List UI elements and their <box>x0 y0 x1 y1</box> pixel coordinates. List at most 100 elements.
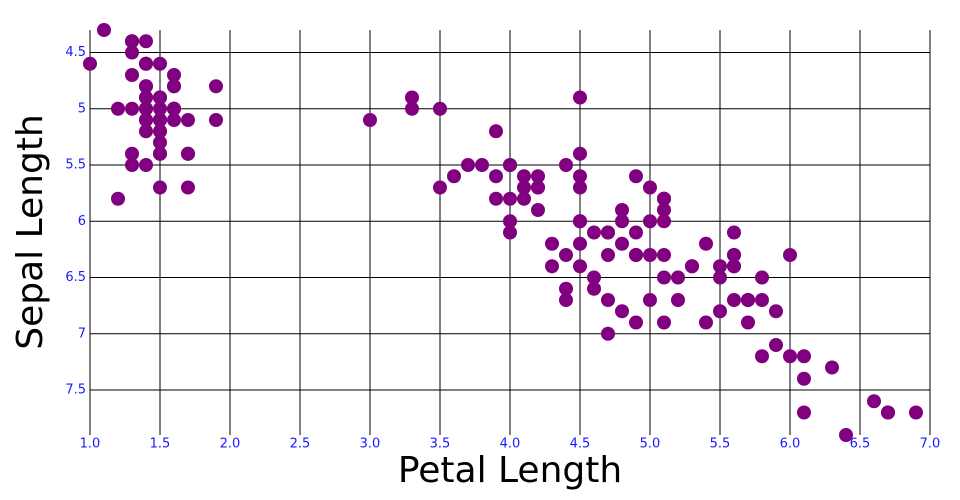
point <box>657 248 671 262</box>
point <box>629 315 643 330</box>
point <box>111 101 125 116</box>
point <box>573 259 587 274</box>
point <box>573 180 587 195</box>
point <box>139 158 153 172</box>
point <box>587 270 601 285</box>
point <box>573 146 587 161</box>
x-tick-label: 5.0 <box>640 437 661 452</box>
point <box>727 225 741 240</box>
point <box>139 90 153 105</box>
point <box>713 304 727 319</box>
point <box>139 56 153 71</box>
point <box>615 236 629 251</box>
x-tick-label: 2.0 <box>220 437 241 452</box>
point <box>825 360 839 375</box>
point <box>755 293 769 307</box>
point <box>601 293 615 307</box>
point <box>167 79 181 94</box>
point <box>657 214 671 229</box>
point <box>363 113 377 127</box>
point <box>629 225 643 240</box>
point <box>783 349 797 364</box>
y-tick-label: 6.5 <box>65 270 86 285</box>
point <box>153 56 167 71</box>
point <box>517 169 531 184</box>
y-tick-label: 7 <box>78 326 86 341</box>
point <box>531 180 545 195</box>
point <box>657 270 671 285</box>
point <box>559 248 573 262</box>
point <box>769 304 783 319</box>
point <box>139 101 153 116</box>
point <box>741 293 755 307</box>
point <box>867 394 881 409</box>
point <box>797 405 811 420</box>
point <box>573 90 587 105</box>
point <box>741 315 755 330</box>
point <box>839 428 853 442</box>
point <box>643 293 657 307</box>
point <box>517 180 531 195</box>
point <box>433 101 447 116</box>
point <box>139 34 153 49</box>
point <box>111 191 125 206</box>
point <box>405 90 419 105</box>
point <box>587 225 601 240</box>
x-tick-label: 1.5 <box>150 437 171 452</box>
x-axis-title: Petal Length <box>398 450 622 491</box>
point <box>643 214 657 229</box>
x-tick-label: 6.5 <box>850 437 871 452</box>
point <box>125 45 139 60</box>
point <box>797 349 811 364</box>
x-tick-label: 3.5 <box>430 437 451 452</box>
point <box>657 315 671 330</box>
point <box>167 113 181 127</box>
y-tick-label: 5 <box>78 101 86 116</box>
point <box>545 236 559 251</box>
point <box>671 293 685 307</box>
point <box>629 169 643 184</box>
point <box>209 79 223 94</box>
point <box>167 101 181 116</box>
point <box>153 90 167 105</box>
point <box>153 146 167 161</box>
y-tick-label: 4.5 <box>65 45 86 60</box>
point <box>461 158 475 172</box>
y-tick-label: 7.5 <box>65 383 86 398</box>
point <box>83 56 97 71</box>
point <box>153 180 167 195</box>
point <box>139 124 153 139</box>
point <box>629 248 643 262</box>
point <box>755 270 769 285</box>
point <box>97 23 111 37</box>
x-tick-label: 4.0 <box>500 437 521 452</box>
point <box>643 248 657 262</box>
point <box>657 203 671 217</box>
point <box>489 169 503 184</box>
point <box>573 236 587 251</box>
point <box>125 34 139 49</box>
point <box>559 293 573 307</box>
point <box>615 304 629 319</box>
point <box>181 113 195 127</box>
point <box>727 259 741 274</box>
point <box>909 405 923 420</box>
point <box>587 281 601 296</box>
y-axis-title: Sepal Length <box>10 114 51 350</box>
point <box>755 349 769 364</box>
x-tick-label: 5.5 <box>710 437 731 452</box>
x-tick-label: 1.0 <box>80 437 101 452</box>
y-tick-label: 5.5 <box>65 158 86 173</box>
point <box>657 191 671 206</box>
point <box>125 146 139 161</box>
point <box>601 248 615 262</box>
point <box>181 146 195 161</box>
point <box>139 113 153 127</box>
point <box>433 180 447 195</box>
x-tick-label: 7.0 <box>920 437 941 452</box>
point <box>447 169 461 184</box>
point <box>699 236 713 251</box>
point <box>517 191 531 206</box>
point <box>153 101 167 116</box>
